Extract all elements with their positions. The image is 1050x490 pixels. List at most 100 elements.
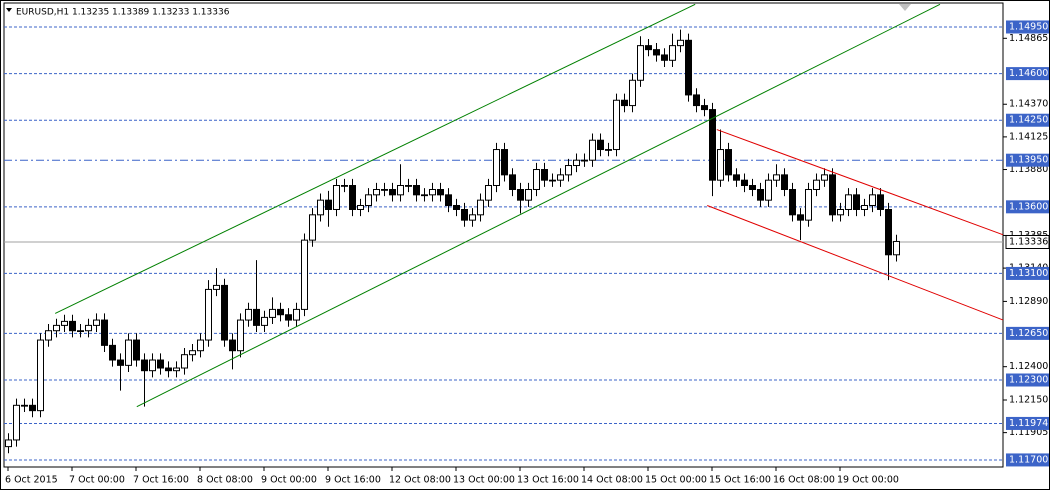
level-label: 1.12650 <box>1009 328 1048 339</box>
y-tick-label: 1.12400 <box>1009 361 1048 372</box>
candle-body <box>221 284 228 341</box>
candle-body <box>213 284 220 290</box>
candle-body <box>205 288 212 341</box>
candle-body <box>805 189 812 221</box>
candle-body <box>717 149 724 181</box>
x-tick-label: 15 Oct 00:00 <box>645 475 707 486</box>
level-label-box <box>1006 153 1049 167</box>
candle-body <box>813 179 820 191</box>
candle-body <box>77 330 84 333</box>
candle-body <box>373 189 380 196</box>
candle-body <box>61 320 68 326</box>
candle-body <box>853 194 860 210</box>
current-price-label: 1.13336 <box>1009 236 1048 247</box>
level-label-box <box>1006 416 1049 430</box>
candle-body <box>749 185 756 191</box>
level-label-box <box>1006 67 1049 81</box>
candle-body <box>293 308 300 321</box>
current-price-box <box>1005 234 1050 249</box>
candle-body <box>581 159 588 162</box>
trendline <box>136 3 941 408</box>
candle-body <box>277 308 284 316</box>
candle-body <box>861 204 868 210</box>
candle-body <box>533 169 540 191</box>
x-tick-label: 19 Oct 00:00 <box>837 475 899 486</box>
y-tick-label: 1.12890 <box>1009 296 1048 307</box>
x-tick-label: 13 Oct 16:00 <box>517 475 579 486</box>
x-tick-label: 13 Oct 00:00 <box>453 475 515 486</box>
candle-body <box>341 185 348 187</box>
shift-marker[interactable] <box>899 4 911 11</box>
x-tick-label: 7 Oct 00:00 <box>69 475 125 486</box>
candle-body <box>501 149 508 176</box>
level-label-box <box>1006 200 1049 214</box>
candle-body <box>429 189 436 196</box>
candle-body <box>125 339 132 366</box>
candle-body <box>661 54 668 61</box>
y-tick-label: 1.12150 <box>1009 394 1048 405</box>
candle-body <box>645 45 652 51</box>
candle-body <box>597 139 604 151</box>
candle-body <box>485 185 492 201</box>
x-tick-label: 14 Oct 08:00 <box>581 475 643 486</box>
candle-body <box>29 404 36 412</box>
candle-body <box>789 189 796 216</box>
candle-body <box>245 308 252 321</box>
candle-body <box>269 308 276 318</box>
level-label: 1.13600 <box>1009 201 1048 212</box>
candle-body <box>21 404 28 407</box>
candle-body <box>445 194 452 206</box>
y-tick-label: 1.14125 <box>1009 131 1048 142</box>
candle-body <box>13 404 20 441</box>
candle-body <box>477 199 484 216</box>
candle-body <box>629 79 636 107</box>
candle-body <box>317 199 324 216</box>
candle-body <box>189 350 196 356</box>
candle-body <box>133 339 140 361</box>
candle-body <box>453 204 460 210</box>
candle-body <box>893 240 900 256</box>
candle-body <box>509 174 516 191</box>
candle-body <box>669 45 676 61</box>
candle-body <box>309 214 316 241</box>
x-tick-label: 6 Oct 2015 <box>5 475 58 486</box>
candle-body <box>149 359 156 372</box>
candle-body <box>53 324 60 332</box>
menu-arrow[interactable] <box>6 8 12 12</box>
level-label: 1.12300 <box>1009 375 1048 386</box>
level-label: 1.14950 <box>1009 21 1048 32</box>
level-label: 1.11974 <box>1009 418 1048 429</box>
candle-body <box>573 159 580 167</box>
x-tick-label: 9 Oct 00:00 <box>261 475 317 486</box>
candle-body <box>773 174 780 181</box>
level-label: 1.11700 <box>1009 454 1048 465</box>
candle-body <box>845 194 852 210</box>
candle-body <box>725 149 732 176</box>
candle-body <box>381 189 388 191</box>
level-label-box <box>1006 326 1049 340</box>
candle-body <box>437 189 444 196</box>
candle-body <box>565 165 572 176</box>
candle-body <box>613 99 620 151</box>
candle-body <box>333 185 340 210</box>
x-tick-label: 8 Oct 08:00 <box>197 475 253 486</box>
candle-body <box>181 354 188 369</box>
candle-body <box>69 320 76 332</box>
x-tick-label: 15 Oct 16:00 <box>709 475 771 486</box>
candle-body <box>797 214 804 221</box>
level-label: 1.13950 <box>1009 155 1048 166</box>
candle-body <box>109 344 116 361</box>
level-label-box <box>1006 453 1049 467</box>
candle-body <box>349 185 356 210</box>
candle-body <box>301 239 308 310</box>
plot <box>4 3 1003 461</box>
candle-body <box>829 174 836 216</box>
candle-body <box>709 109 716 181</box>
candle-body <box>173 367 180 372</box>
candle-body <box>253 308 260 326</box>
candle-body <box>389 189 396 196</box>
candle-body <box>325 199 332 210</box>
candle-body <box>141 359 148 372</box>
candle-body <box>637 45 644 81</box>
